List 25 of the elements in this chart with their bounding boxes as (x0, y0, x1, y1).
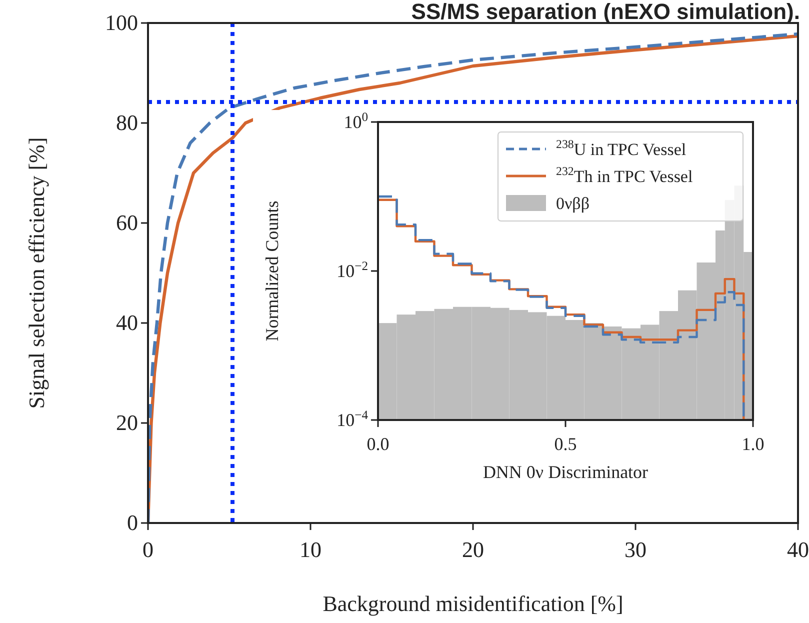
legend-label: $^{232}$Th in TPC Vessel (556, 164, 693, 186)
y-tick-label: 10$^{−4}$ (336, 408, 369, 430)
x-tick-label: 0.5 (554, 434, 577, 454)
y-tick-label: 100 (105, 10, 138, 36)
x-tick-label: 0 (142, 537, 154, 562)
y-tick-label: 60 (116, 210, 138, 236)
chart-title: SS/MS separation (nEXO simulation). (411, 0, 800, 24)
y-tick-label: 10$^{0}$ (344, 110, 368, 132)
y-tick-label: 80 (116, 110, 138, 136)
x-tick-label: 1.0 (742, 434, 764, 454)
x-tick-label: 40 (787, 537, 809, 562)
y-axis-title: Normalized Counts (262, 200, 282, 342)
y-tick-label: 0 (127, 510, 138, 536)
y-axis-title: Signal selection efficiency [%] (24, 137, 49, 409)
x-axis-title: DNN 0ν Discriminator (482, 462, 648, 482)
x-tick-label: 0.0 (366, 434, 390, 454)
y-tick-label: 40 (116, 310, 138, 336)
legend-label: 0νββ (556, 194, 590, 213)
legend-label: $^{238}$U in TPC Vessel (556, 137, 686, 159)
y-tick-label: 20 (116, 410, 138, 436)
x-tick-label: 30 (624, 537, 646, 562)
x-axis-title: Background misidentification [%] (322, 591, 624, 616)
x-tick-label: 10 (300, 537, 322, 562)
y-tick-label: 10$^{−2}$ (336, 258, 368, 281)
x-tick-label: 20 (462, 537, 484, 562)
